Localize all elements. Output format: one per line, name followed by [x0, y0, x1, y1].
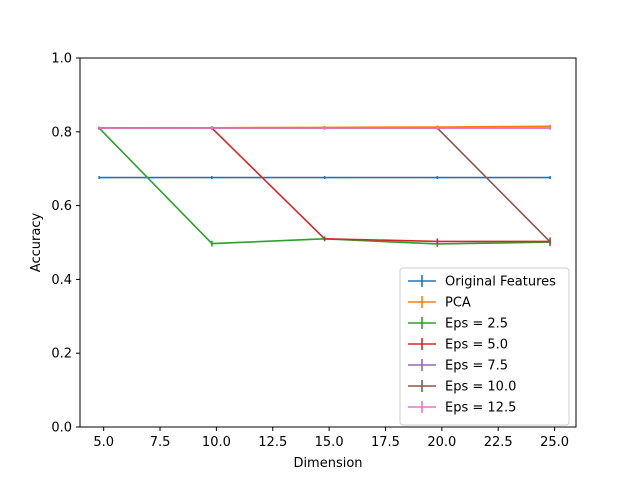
y-axis: 0.0 0.2 0.4 0.6 0.8 1.0 — [51, 52, 80, 436]
series-0 — [98, 176, 551, 180]
y-tick-label: 1.0 — [51, 52, 72, 67]
y-axis-label: Accuracy — [29, 213, 44, 273]
x-tick-label: 20.0 — [427, 435, 456, 450]
y-tick-label: 0.4 — [51, 273, 72, 288]
legend-entry: PCA — [408, 296, 471, 311]
legend-label: Eps = 2.5 — [445, 317, 508, 332]
y-tick-label: 0.0 — [51, 421, 72, 436]
x-tick-label: 5.0 — [93, 435, 114, 450]
legend-label: Original Features — [445, 275, 556, 290]
legend-label: Eps = 5.0 — [445, 338, 508, 353]
x-axis-label: Dimension — [293, 456, 362, 471]
legend-label: PCA — [445, 296, 471, 311]
x-tick-label: 10.0 — [202, 435, 231, 450]
legend-label: Eps = 12.5 — [445, 401, 516, 416]
legend-entry: Eps = 5.0 — [408, 338, 508, 353]
x-tick-label: 25.0 — [540, 435, 569, 450]
x-tick-label: 7.5 — [150, 435, 171, 450]
legend-label: Eps = 10.0 — [445, 380, 516, 395]
plot-border — [79, 57, 577, 428]
legend-box — [399, 267, 570, 426]
x-axis: 5.0 7.5 10.0 12.5 15.0 17.5 20.0 22.5 25.0 — [93, 427, 569, 450]
legend-entry: Eps = 2.5 — [408, 317, 508, 332]
y-tick-label: 0.6 — [51, 199, 72, 214]
legend-entry: Original Features — [408, 275, 556, 290]
legend-entry: Eps = 10.0 — [408, 380, 516, 395]
series-layer — [98, 124, 551, 247]
legend-label: Eps = 7.5 — [445, 359, 508, 374]
legend-entry: Eps = 7.5 — [408, 359, 508, 374]
legend: Original Features PCA Eps = 2.5 Eps = 5.0 Ep… — [399, 267, 570, 426]
y-tick-label: 0.8 — [51, 125, 72, 140]
legend-entry: Eps = 12.5 — [408, 401, 516, 416]
x-tick-label: 17.5 — [371, 435, 400, 450]
y-tick-label: 0.2 — [51, 347, 72, 362]
x-tick-label: 12.5 — [258, 435, 287, 450]
x-tick-label: 15.0 — [315, 435, 344, 450]
series-6 — [98, 126, 551, 130]
x-tick-label: 22.5 — [484, 435, 513, 450]
